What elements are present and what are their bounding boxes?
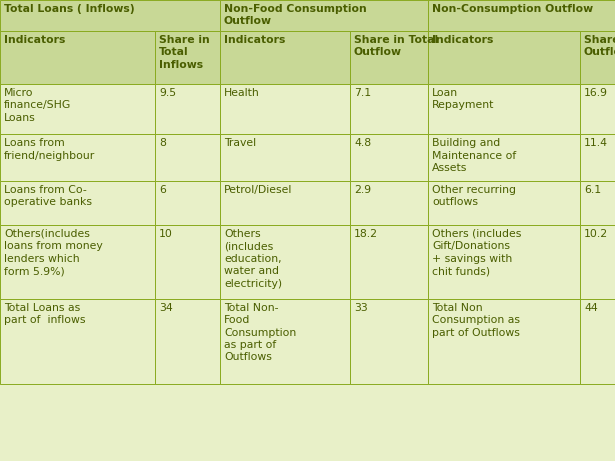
Text: Others(includes
loans from money
lenders which
form 5.9%): Others(includes loans from money lenders… [4, 229, 103, 276]
Bar [428, 84, 580, 134]
Bar [580, 31, 615, 84]
Text: Share in Total
Outflow: Share in Total Outflow [354, 35, 438, 57]
Bar [350, 134, 428, 181]
Text: Total Non
Consumption as
part of Outflows: Total Non Consumption as part of Outflow… [432, 303, 520, 337]
Bar [155, 225, 220, 299]
Bar [350, 84, 428, 134]
Text: Loans from
friend/neighbour: Loans from friend/neighbour [4, 138, 95, 160]
Bar [0, 299, 155, 384]
Bar [580, 84, 615, 134]
Text: 34: 34 [159, 303, 173, 313]
Text: Others (includes
Gift/Donations
+ savings with
chit funds): Others (includes Gift/Donations + saving… [432, 229, 522, 276]
Bar [155, 134, 220, 181]
Text: Indicators: Indicators [224, 35, 285, 45]
Text: Petrol/Diesel: Petrol/Diesel [224, 185, 292, 195]
Bar [350, 225, 428, 299]
Text: Micro
finance/SHG
Loans: Micro finance/SHG Loans [4, 88, 71, 123]
Text: Travel: Travel [224, 138, 256, 148]
Bar [428, 134, 580, 181]
Text: Indicators: Indicators [4, 35, 65, 45]
Bar [220, 181, 350, 225]
Bar [0, 181, 155, 225]
Bar [0, 84, 155, 134]
Bar [580, 134, 615, 181]
Bar [0, 0, 220, 31]
Text: Non-Consumption Outflow: Non-Consumption Outflow [432, 4, 593, 14]
Text: Non-Food Consumption
Outflow: Non-Food Consumption Outflow [224, 4, 367, 26]
Text: Total Loans as
part of  inflows: Total Loans as part of inflows [4, 303, 85, 325]
Bar [580, 225, 615, 299]
Bar [0, 225, 155, 299]
Bar [220, 31, 350, 84]
Text: Share in
Total
Inflows: Share in Total Inflows [159, 35, 210, 70]
Bar [350, 181, 428, 225]
Bar [0, 31, 155, 84]
Bar [428, 0, 615, 31]
Bar [428, 31, 580, 84]
Text: Total Loans ( Inflows): Total Loans ( Inflows) [4, 4, 135, 14]
Text: 6: 6 [159, 185, 166, 195]
Text: 16.9: 16.9 [584, 88, 608, 98]
Bar [155, 84, 220, 134]
Text: 10.2: 10.2 [584, 229, 608, 239]
Text: Health: Health [224, 88, 260, 98]
Bar [155, 181, 220, 225]
Text: 44: 44 [584, 303, 598, 313]
Text: 18.2: 18.2 [354, 229, 378, 239]
Text: 9.5: 9.5 [159, 88, 176, 98]
Bar [428, 181, 580, 225]
Bar [220, 0, 428, 31]
Text: Loans from Co-
operative banks: Loans from Co- operative banks [4, 185, 92, 207]
Bar [220, 134, 350, 181]
Text: Total Non-
Food
Consumption
as part of
Outflows: Total Non- Food Consumption as part of O… [224, 303, 296, 362]
Bar [580, 299, 615, 384]
Bar [580, 181, 615, 225]
Bar [220, 84, 350, 134]
Text: 4.8: 4.8 [354, 138, 371, 148]
Bar [0, 134, 155, 181]
Text: Others
(includes
education,
water and
electricity): Others (includes education, water and el… [224, 229, 282, 289]
Text: 6.1: 6.1 [584, 185, 601, 195]
Text: 2.9: 2.9 [354, 185, 371, 195]
Text: Indicators: Indicators [432, 35, 493, 45]
Text: Share in Total
Outflow: Share in Total Outflow [584, 35, 615, 57]
Bar [350, 31, 428, 84]
Bar [350, 299, 428, 384]
Bar [428, 299, 580, 384]
Bar [220, 225, 350, 299]
Text: 8: 8 [159, 138, 166, 148]
Bar [220, 299, 350, 384]
Text: Building and
Maintenance of
Assets: Building and Maintenance of Assets [432, 138, 516, 173]
Bar [428, 225, 580, 299]
Text: Loan
Repayment: Loan Repayment [432, 88, 494, 111]
Text: 33: 33 [354, 303, 368, 313]
Bar [155, 31, 220, 84]
Bar [155, 299, 220, 384]
Text: 7.1: 7.1 [354, 88, 371, 98]
Text: 10: 10 [159, 229, 173, 239]
Text: 11.4: 11.4 [584, 138, 608, 148]
Text: Other recurring
outflows: Other recurring outflows [432, 185, 516, 207]
